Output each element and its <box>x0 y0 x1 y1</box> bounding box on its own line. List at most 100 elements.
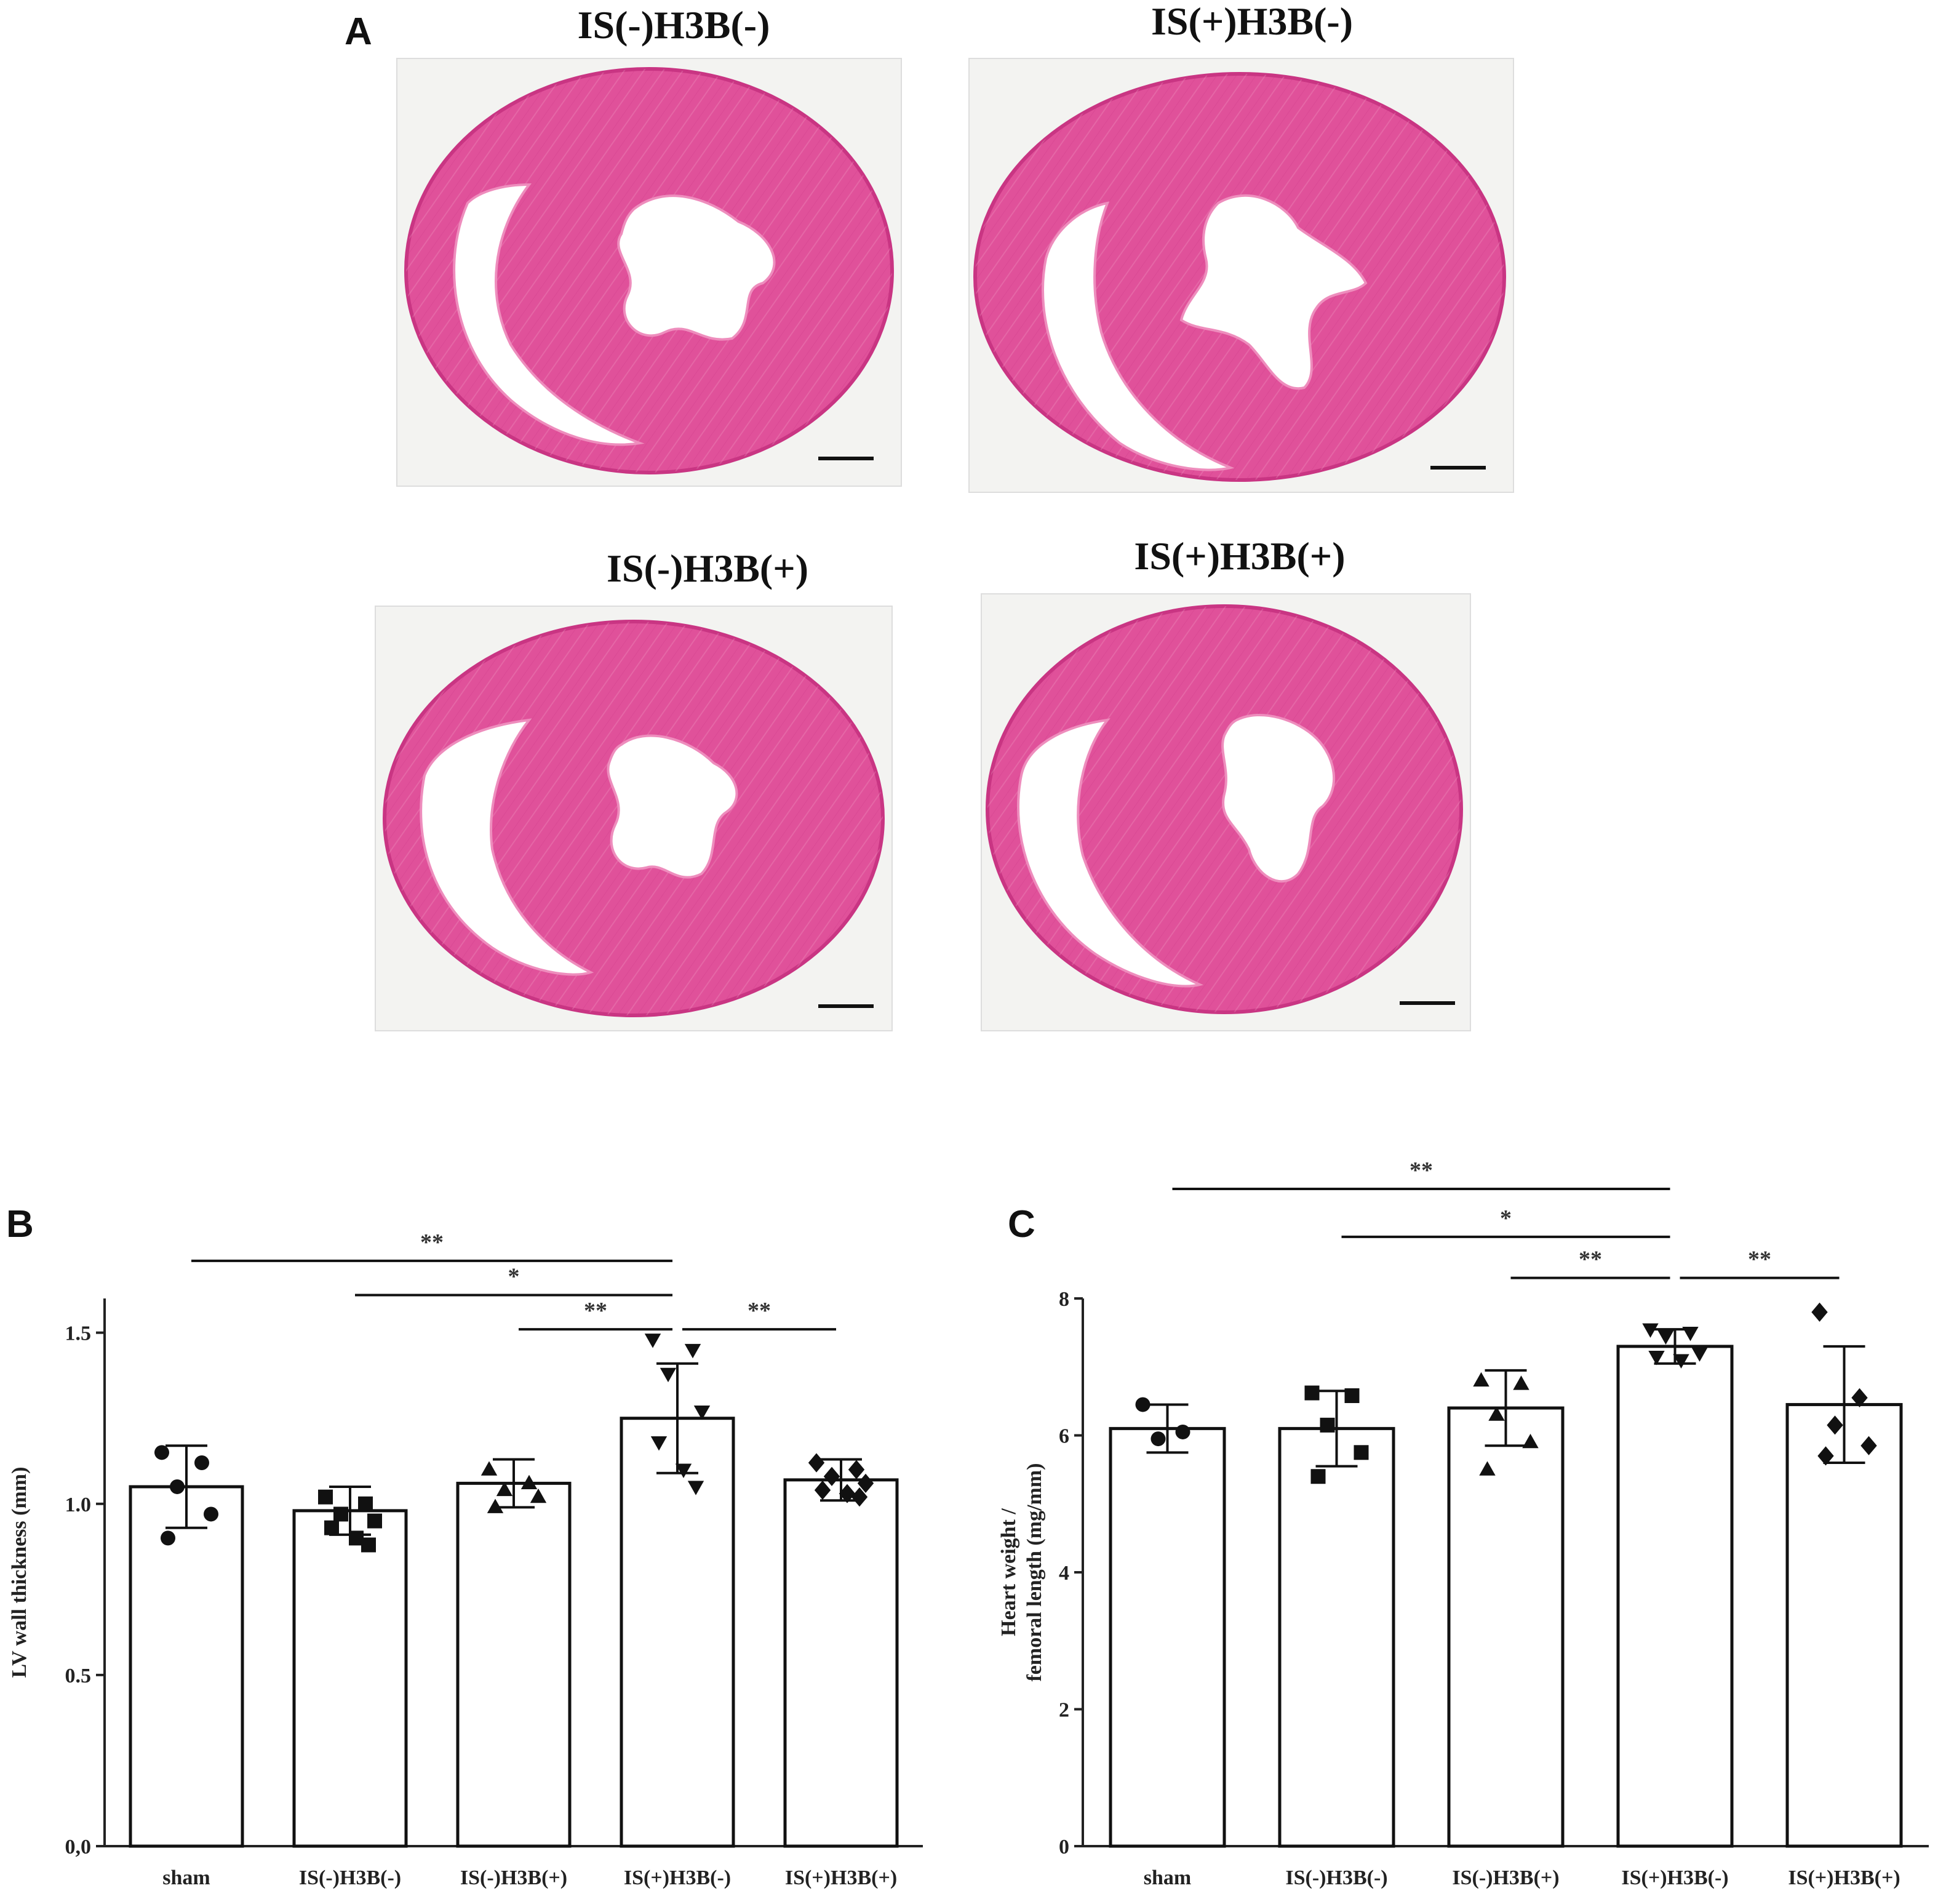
significance-label-4: ** <box>1748 1247 1771 1273</box>
bar-2 <box>1278 1426 1395 1848</box>
significance-label-2: * <box>1500 1206 1512 1231</box>
significance-label-3: ** <box>1579 1247 1602 1273</box>
histology-image-3: IS(-)H3B(+) <box>375 546 893 1031</box>
data-point-4-6 <box>1673 1354 1689 1369</box>
data-point-1-3 <box>170 1479 185 1494</box>
data-point-5-3 <box>1827 1415 1843 1435</box>
data-point-3-4 <box>1522 1433 1539 1449</box>
data-point-4-5 <box>650 1436 668 1451</box>
data-point-2-1 <box>318 1489 333 1505</box>
data-point-2-2 <box>358 1496 373 1511</box>
y-tick-label: 8 <box>1059 1288 1069 1311</box>
bar-3 <box>1447 1406 1565 1848</box>
data-point-2-5 <box>324 1520 339 1535</box>
lumen-3 <box>607 734 738 879</box>
data-point-1-2 <box>194 1455 209 1470</box>
significance-label-1: ** <box>1410 1158 1433 1183</box>
significance-label-2: * <box>508 1263 520 1289</box>
data-point-3-2 <box>520 1474 538 1489</box>
data-point-1-1 <box>1135 1397 1150 1412</box>
data-point-4-2 <box>1682 1327 1699 1342</box>
image-title-1: IS(-)H3B(-) <box>578 3 770 47</box>
data-point-3-1 <box>481 1461 498 1476</box>
chart-c: C 0 2 4 6 8 Heart weight / femoral length (mg/m… <box>997 1158 1929 1889</box>
x-category-label-4: IS(+)H3B(-) <box>1621 1866 1728 1889</box>
bar-1 <box>129 1485 244 1848</box>
ventricle-gap-4 <box>1017 718 1204 988</box>
data-point-3-5 <box>487 1498 504 1513</box>
data-point-5-4 <box>857 1473 874 1493</box>
bar-1 <box>1109 1426 1226 1848</box>
bar-5 <box>1785 1402 1903 1848</box>
y-axis-title: Heart weight / <box>997 1508 1020 1636</box>
y-tick-label: 6 <box>1059 1425 1069 1448</box>
data-point-5-7 <box>851 1487 868 1507</box>
data-point-1-3 <box>1150 1431 1166 1447</box>
y-tick-label: 1.0 <box>65 1494 92 1516</box>
data-point-5-3 <box>823 1466 840 1486</box>
data-point-4-2 <box>684 1343 701 1359</box>
histology-image-1: IS(-)H3B(-) <box>396 3 902 487</box>
image-title-4: IS(+)H3B(+) <box>1134 534 1345 578</box>
data-point-5-6 <box>839 1484 856 1503</box>
chart-b: B 0,0 0.5 1.0 1.5 LV wall thickness (mm) sham I… <box>6 1203 923 1889</box>
data-point-3-5 <box>1479 1461 1496 1476</box>
y-tick-label: 0.5 <box>65 1665 92 1687</box>
data-point-5-2 <box>848 1460 865 1479</box>
data-point-3-4 <box>530 1488 547 1503</box>
data-point-4-4 <box>1691 1347 1708 1362</box>
ventricle-gap-1 <box>453 183 645 446</box>
x-category-label-1: sham <box>1144 1866 1191 1889</box>
data-point-5-2 <box>1851 1388 1868 1407</box>
lumen-1 <box>617 194 776 341</box>
bar-4 <box>620 1417 735 1848</box>
data-point-4-1 <box>1642 1323 1659 1338</box>
bar-3 <box>456 1481 572 1848</box>
data-point-2-3 <box>333 1506 348 1522</box>
data-point-4-5 <box>1648 1350 1665 1366</box>
data-point-1-2 <box>1175 1424 1190 1439</box>
significance-label-1: ** <box>420 1230 444 1255</box>
data-point-3-3 <box>496 1481 513 1497</box>
lumen-4 <box>1221 714 1336 883</box>
x-category-label-1: sham <box>162 1866 210 1889</box>
data-point-4-6 <box>675 1463 692 1478</box>
significance-label-4: ** <box>748 1298 771 1324</box>
y-tick-label: 0,0 <box>65 1836 92 1858</box>
panel-letter-c: C <box>1008 1203 1035 1246</box>
x-category-label-3: IS(-)H3B(+) <box>1452 1866 1559 1889</box>
bar-4 <box>1616 1345 1734 1848</box>
panel-letter-b: B <box>6 1203 34 1246</box>
data-point-3-3 <box>1488 1406 1505 1421</box>
data-point-2-2 <box>1344 1388 1360 1403</box>
panel-letter-a: A <box>345 10 372 53</box>
x-category-label-4: IS(+)H3B(-) <box>624 1866 731 1889</box>
image-title-3: IS(-)H3B(+) <box>607 546 808 590</box>
histology-image-4: IS(+)H3B(+) <box>981 534 1471 1031</box>
data-point-5-1 <box>808 1453 825 1473</box>
bar-2 <box>292 1509 408 1848</box>
x-category-label-2: IS(-)H3B(-) <box>299 1866 401 1889</box>
y-tick-label: 4 <box>1059 1562 1069 1585</box>
data-point-2-3 <box>1320 1417 1335 1433</box>
data-point-5-5 <box>1817 1446 1834 1466</box>
data-point-2-4 <box>367 1513 382 1529</box>
data-point-4-1 <box>644 1334 661 1348</box>
x-category-label-2: IS(-)H3B(-) <box>1285 1866 1387 1889</box>
image-title-2: IS(+)H3B(-) <box>1151 0 1353 43</box>
x-category-label-3: IS(-)H3B(+) <box>460 1866 567 1889</box>
data-point-4-3 <box>1657 1330 1674 1345</box>
bar-5 <box>783 1478 899 1848</box>
data-point-4-7 <box>687 1481 704 1495</box>
data-point-3-1 <box>1473 1372 1489 1387</box>
y-tick-label: 0 <box>1059 1836 1069 1858</box>
data-point-2-5 <box>1310 1469 1326 1484</box>
data-point-2-4 <box>1354 1445 1369 1460</box>
y-tick-label: 1.5 <box>65 1322 92 1345</box>
lumen-2 <box>1179 194 1368 390</box>
x-category-label-5: IS(+)H3B(+) <box>1788 1866 1900 1889</box>
data-point-1-4 <box>204 1506 218 1522</box>
data-point-1-5 <box>161 1530 175 1546</box>
y-axis-title: LV wall thickness (mm) <box>8 1467 31 1678</box>
histology-image-2: IS(+)H3B(-) <box>968 0 1514 493</box>
